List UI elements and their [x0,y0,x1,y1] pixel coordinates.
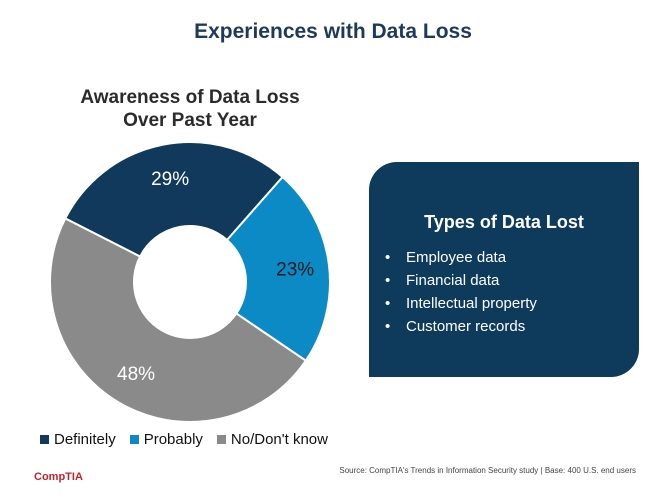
source-note: Source: CompTIA's Trends in Information … [339,466,636,475]
legend-label: Probably [143,431,203,448]
slice-no-dont-know [49,217,308,423]
panel-list: Employee data Financial data Intellectua… [385,246,537,338]
legend-swatch [216,435,226,444]
list-item: Customer records [385,315,537,338]
types-of-data-lost-panel: Types of Data Lost Employee data Financi… [369,162,639,377]
comptia-logo: CompTIA [34,471,83,483]
legend-item-no-dont-know: No/Don't know [216,431,328,448]
page-title: Experiences with Data Loss [194,20,472,43]
chart-subtitle: Awareness of Data Loss Over Past Year [80,87,300,131]
legend-item-definitely: Definitely [40,431,116,448]
slice-label-no-dont-know: 48% [117,364,155,385]
legend-swatch [40,435,49,444]
panel-title: Types of Data Lost [424,212,584,232]
legend-item-probably: Probably [129,431,203,448]
list-item: Intellectual property [385,292,537,315]
list-item: Financial data [385,269,537,292]
slice-label-definitely: 29% [151,169,189,190]
chart-legend: Definitely Probably No/Don't know [40,431,342,448]
list-item: Employee data [385,246,537,269]
slice-label-probably: 23% [276,260,314,281]
legend-label: Definitely [54,431,116,448]
slice-probably [225,175,331,363]
legend-swatch [129,435,139,444]
slice-definitely [63,141,284,258]
legend-label: No/Don't know [230,431,328,448]
